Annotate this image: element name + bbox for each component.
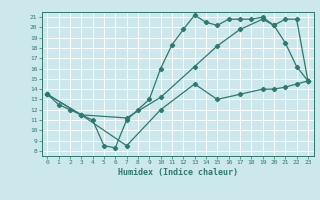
X-axis label: Humidex (Indice chaleur): Humidex (Indice chaleur) [118,168,237,177]
